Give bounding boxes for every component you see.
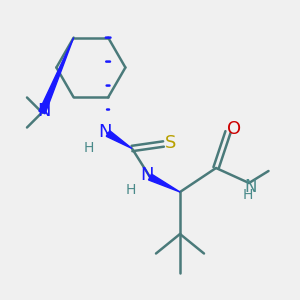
- Polygon shape: [106, 131, 132, 148]
- Text: S: S: [165, 134, 177, 152]
- Text: N: N: [244, 178, 257, 196]
- Text: H: H: [125, 184, 136, 197]
- Text: H: H: [242, 188, 253, 202]
- Text: O: O: [227, 120, 241, 138]
- Polygon shape: [39, 38, 74, 114]
- Text: N: N: [37, 102, 50, 120]
- Text: N: N: [140, 167, 154, 184]
- Text: H: H: [83, 142, 94, 155]
- Text: N: N: [98, 123, 112, 141]
- Polygon shape: [148, 174, 180, 192]
